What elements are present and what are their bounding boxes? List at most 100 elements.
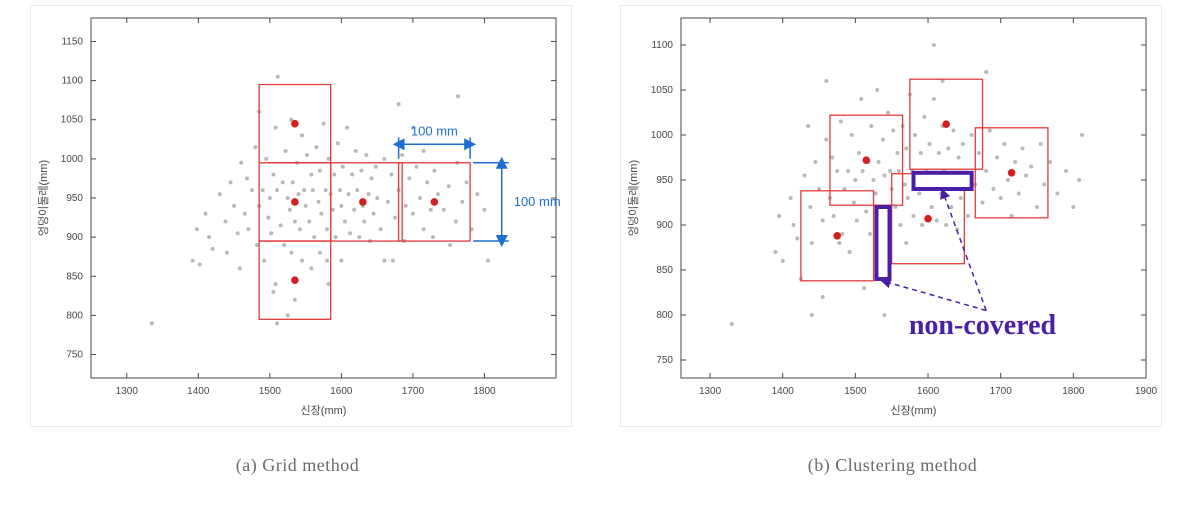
data-point <box>984 169 988 173</box>
data-point <box>191 259 195 263</box>
data-point <box>861 169 865 173</box>
ytick-label: 800 <box>656 310 673 321</box>
data-point <box>913 133 917 137</box>
data-point <box>309 266 313 270</box>
data-point <box>319 212 323 216</box>
data-point <box>324 188 328 192</box>
data-point <box>922 115 926 119</box>
xtick-label: 1500 <box>259 386 282 397</box>
data-point <box>404 204 408 208</box>
data-point <box>1077 178 1081 182</box>
centroid-point <box>862 156 870 164</box>
data-point <box>995 156 999 160</box>
data-point <box>318 169 322 173</box>
data-point <box>475 192 479 196</box>
ytick-label: 750 <box>66 350 83 361</box>
data-point <box>1064 169 1068 173</box>
data-point <box>218 192 222 196</box>
data-point <box>327 282 331 286</box>
data-point <box>389 173 393 177</box>
data-point <box>347 192 351 196</box>
data-point <box>391 259 395 263</box>
data-point <box>271 290 275 294</box>
data-point <box>343 219 347 223</box>
plot-b-svg: 1300140015001600170018001900750800850900… <box>621 6 1161 426</box>
data-point <box>336 141 340 145</box>
centroid-point <box>833 232 841 240</box>
ytick-label: 1100 <box>61 76 83 87</box>
data-point <box>864 210 868 214</box>
data-point <box>930 205 934 209</box>
ytick-label: 1100 <box>651 40 673 51</box>
plot-a-frame: 1300140015001600170018007508008509009501… <box>30 5 572 427</box>
data-point <box>1055 192 1059 196</box>
data-point <box>359 169 363 173</box>
data-point <box>332 173 336 177</box>
data-point <box>454 219 458 223</box>
data-point <box>882 313 886 317</box>
xtick-label: 1300 <box>699 386 722 397</box>
xtick-label: 1800 <box>1062 386 1085 397</box>
data-point <box>959 196 963 200</box>
data-point <box>821 295 825 299</box>
xtick-label: 1600 <box>917 386 940 397</box>
ytick-label: 1000 <box>651 130 674 141</box>
data-point <box>379 227 383 231</box>
data-point <box>460 200 464 204</box>
data-point <box>957 156 961 160</box>
data-point <box>486 259 490 263</box>
data-point <box>824 79 828 83</box>
data-point <box>837 241 841 245</box>
data-point <box>1029 165 1033 169</box>
data-point <box>991 187 995 191</box>
data-point <box>338 188 342 192</box>
data-point <box>904 147 908 151</box>
data-point <box>255 243 259 247</box>
data-point <box>284 149 288 153</box>
data-point <box>339 259 343 263</box>
data-point <box>261 188 265 192</box>
data-point <box>207 235 211 239</box>
data-point <box>411 212 415 216</box>
data-point <box>862 286 866 290</box>
xlabel: 신장(mm) <box>891 404 937 417</box>
data-point <box>999 196 1003 200</box>
data-point <box>286 196 290 200</box>
data-point <box>238 266 242 270</box>
data-point <box>276 75 280 79</box>
data-point <box>920 223 924 227</box>
data-point <box>482 208 486 212</box>
data-point <box>239 161 243 165</box>
data-point <box>322 122 326 126</box>
data-point <box>311 188 315 192</box>
data-point <box>857 151 861 155</box>
data-point <box>1048 160 1052 164</box>
centroid-point <box>431 198 439 206</box>
data-point <box>357 235 361 239</box>
data-point <box>447 184 451 188</box>
data-point <box>198 263 202 267</box>
centroid-point <box>1008 169 1016 177</box>
non-covered-arrow <box>883 281 986 311</box>
data-point <box>944 223 948 227</box>
data-point <box>431 235 435 239</box>
data-point <box>345 126 349 130</box>
data-point <box>246 227 250 231</box>
xtick-label: 1700 <box>402 386 425 397</box>
data-point <box>874 192 878 196</box>
data-point <box>262 259 266 263</box>
data-point <box>981 201 985 205</box>
data-point <box>852 201 856 205</box>
data-point <box>282 243 286 247</box>
data-point <box>325 227 329 231</box>
data-point <box>442 208 446 212</box>
data-point <box>367 192 371 196</box>
ytick-label: 850 <box>656 265 673 276</box>
data-point <box>264 157 268 161</box>
data-point <box>789 196 793 200</box>
data-point <box>334 235 338 239</box>
centroid-point <box>291 198 299 206</box>
data-point <box>792 223 796 227</box>
xtick-label: 1800 <box>473 386 496 397</box>
non-covered-box <box>876 207 889 279</box>
